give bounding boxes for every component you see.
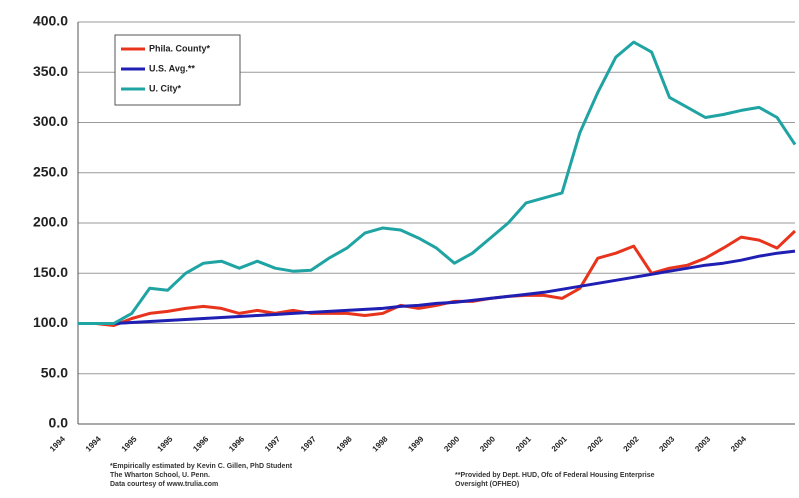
x-tick-label: 1996: [191, 434, 210, 453]
x-tick-label: 2000: [478, 434, 497, 453]
y-tick-label: 50.0: [41, 364, 68, 380]
y-tick-label: 350.0: [33, 63, 68, 79]
y-tick-label: 250.0: [33, 163, 68, 179]
y-tick-label: 100.0: [33, 314, 68, 330]
x-tick-label: 1997: [299, 434, 318, 453]
footnote: The Wharton School, U. Penn.: [110, 472, 210, 479]
footnote: **Provided by Dept. HUD, Ofc of Federal …: [455, 472, 655, 479]
series-line: [78, 229, 797, 327]
footnote: Oversight (OFHEO): [455, 481, 519, 488]
legend-label: U.S. Avg.**: [149, 63, 195, 73]
x-tick-label: 1995: [156, 434, 175, 453]
x-tick-label: 1998: [335, 434, 354, 453]
y-tick-label: 150.0: [33, 264, 68, 280]
x-tick-label: 2003: [693, 434, 712, 453]
legend-label: U. City*: [149, 83, 182, 93]
x-tick-label: 2003: [657, 434, 676, 453]
x-tick-label: 1995: [120, 434, 139, 453]
x-tick-label: 2002: [586, 434, 605, 453]
x-tick-label: 2000: [442, 434, 461, 453]
x-tick-label: 2002: [622, 434, 641, 453]
x-tick-label: 1996: [227, 434, 246, 453]
y-tick-label: 200.0: [33, 214, 68, 230]
series-line: [78, 40, 797, 325]
x-tick-label: 1998: [371, 434, 390, 453]
y-tick-label: 0.0: [49, 415, 69, 431]
x-tick-label: 1994: [84, 434, 103, 453]
x-tick-label: 2004: [729, 434, 748, 453]
footnote: *Empirically estimated by Kevin C. Gille…: [110, 463, 293, 470]
y-tick-label: 400.0: [33, 13, 68, 29]
y-tick-label: 300.0: [33, 113, 68, 129]
x-tick-label: 2001: [514, 434, 533, 453]
x-tick-label: 1997: [263, 434, 282, 453]
x-tick-label: 1994: [48, 434, 67, 453]
footnote: Data courtesy of www.trulia.com: [110, 481, 218, 488]
x-tick-label: 1999: [406, 434, 425, 453]
series-line: [78, 249, 796, 325]
legend-label: Phila. County*: [149, 43, 211, 53]
x-tick-label: 2001: [550, 434, 569, 453]
